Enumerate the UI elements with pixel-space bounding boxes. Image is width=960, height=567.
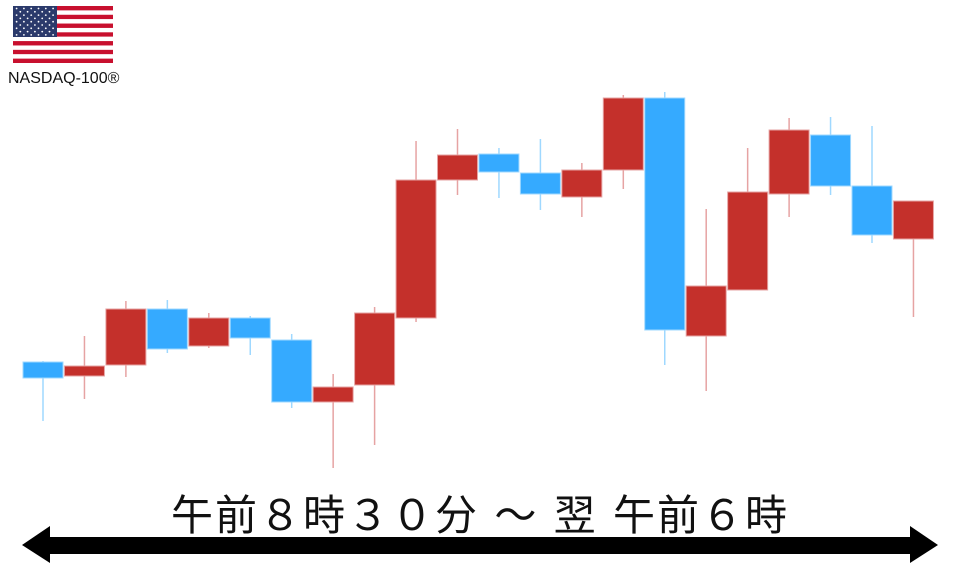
candle-body xyxy=(727,191,769,291)
candle-body xyxy=(644,97,686,331)
candle-body xyxy=(395,179,437,319)
candle-body xyxy=(63,365,105,377)
candle-2 xyxy=(63,336,105,399)
candle-6 xyxy=(229,316,271,355)
candle-9 xyxy=(354,307,396,445)
candle-21 xyxy=(851,126,893,243)
candle-14 xyxy=(561,163,603,217)
candle-body xyxy=(478,153,520,173)
candle-body xyxy=(685,285,727,337)
candlestick-chart xyxy=(22,92,934,468)
candle-body xyxy=(602,97,644,171)
candle-10 xyxy=(395,141,437,322)
candle-body xyxy=(354,312,396,386)
candle-15 xyxy=(602,95,644,189)
candle-body xyxy=(271,339,313,403)
period-label: 午前８時３０分 ～ 翌 午前６時 xyxy=(170,491,790,540)
candle-body xyxy=(810,134,852,187)
candle-12 xyxy=(478,148,520,198)
candle-18 xyxy=(727,148,769,291)
candle-1 xyxy=(22,361,64,421)
candle-5 xyxy=(188,313,230,348)
candle-22 xyxy=(892,200,934,317)
candle-4 xyxy=(146,300,188,353)
index-name: NASDAQ-100® xyxy=(8,70,120,87)
candle-11 xyxy=(437,129,478,195)
candle-body xyxy=(312,386,354,403)
double-headed-arrow-icon xyxy=(22,526,938,563)
candle-body xyxy=(851,185,893,236)
candle-body xyxy=(105,308,147,366)
candle-body xyxy=(519,172,561,195)
candle-7 xyxy=(271,334,313,408)
candle-20 xyxy=(810,117,852,195)
candle-body xyxy=(146,308,188,350)
candle-body xyxy=(229,317,271,339)
candle-16 xyxy=(644,92,686,365)
candle-17 xyxy=(685,209,727,391)
candle-body xyxy=(188,317,230,347)
us-flag-icon xyxy=(13,6,113,63)
candle-body xyxy=(22,361,64,379)
candle-8 xyxy=(312,374,354,468)
candle-13 xyxy=(519,139,561,210)
candle-body xyxy=(892,200,934,240)
candle-3 xyxy=(105,301,147,377)
candle-body xyxy=(437,154,478,181)
candle-body xyxy=(768,129,810,195)
candle-body xyxy=(561,169,603,198)
candle-19 xyxy=(768,118,810,217)
